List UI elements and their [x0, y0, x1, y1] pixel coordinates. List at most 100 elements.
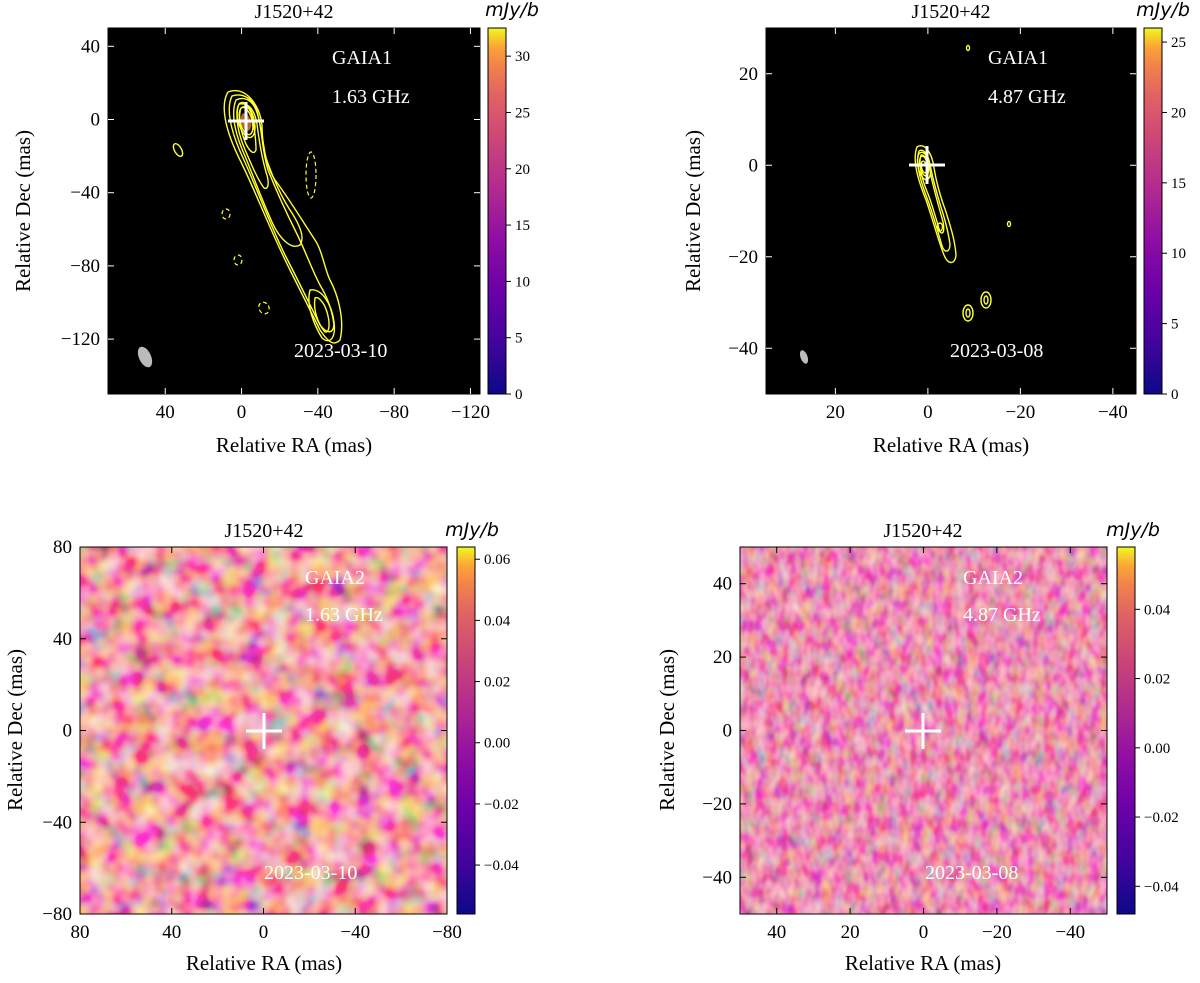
frequency-label: 4.87 GHz [988, 86, 1066, 108]
colorbar-tick-label: −0.04 [484, 858, 519, 874]
position-marker [909, 146, 945, 184]
contour-blob-1-inner [965, 308, 971, 318]
y-tick-label: −40 [70, 183, 100, 204]
x-axis-label: Relative RA (mas) [186, 951, 342, 975]
y-tick-label: 40 [53, 629, 72, 650]
contour-level-3 [233, 97, 303, 247]
source-label: GAIA1 [332, 47, 392, 69]
colorbar-gradient [1116, 546, 1136, 915]
date-label: 2023-03-10 [294, 340, 387, 362]
x-tick-label: −80 [432, 922, 462, 943]
y-axis-label: Relative Dec (mas) [11, 130, 35, 292]
y-tick-label: 20 [713, 647, 732, 668]
x-axis-label: Relative RA (mas) [845, 951, 1001, 975]
x-axis: 80 40 0 −40 −80 [71, 547, 462, 943]
beam-ellipse [799, 350, 809, 364]
colorbar-gradient [487, 27, 507, 395]
y-tick-label: −20 [728, 247, 758, 268]
panel-title: J1520+42 [254, 1, 333, 23]
colorbar: −0.04 −0.02 0.00 0.02 0.04 [1116, 546, 1179, 915]
x-tick-label: −40 [303, 402, 333, 423]
colorbar-tick-label: 10 [515, 274, 530, 290]
y-axis-label: Relative Dec (mas) [655, 649, 679, 811]
colorbar-unit-label: mJy/b [1106, 519, 1160, 541]
contour-knot [936, 222, 944, 232]
source-label: GAIA1 [988, 47, 1048, 69]
y-tick-label: −40 [728, 338, 758, 359]
source-label: GAIA2 [963, 567, 1023, 589]
colorbar-tick-label: 5 [515, 331, 523, 347]
colorbar-tick-label: 20 [515, 162, 530, 178]
frequency-label: 1.63 GHz [332, 86, 410, 108]
panel-title: J1520+42 [911, 1, 990, 23]
colorbar-tick-label: −0.02 [1144, 810, 1179, 826]
panel-title: J1520+42 [224, 520, 303, 542]
y-axis-label: Relative Dec (mas) [681, 130, 705, 292]
colorbar-unit-label: mJy/b [485, 0, 539, 21]
colorbar-tick-label: 20 [1171, 105, 1186, 121]
x-tick-label: 40 [767, 922, 786, 943]
colorbar-unit-label: mJy/b [1136, 0, 1190, 21]
y-tick-label: 40 [81, 36, 100, 57]
x-tick-label: −120 [451, 402, 490, 423]
colorbar: 0 5 10 15 20 25 30 [487, 27, 530, 403]
contour-south-blob [308, 289, 336, 342]
colorbar-tick-label: 30 [515, 49, 530, 65]
x-tick-label: 20 [841, 922, 860, 943]
y-tick-label: 80 [53, 537, 72, 558]
y-tick-label: −80 [70, 256, 100, 277]
y-tick-label: 0 [91, 110, 101, 131]
negative-contour-2 [221, 208, 231, 220]
colorbar-tick-label: 0.06 [484, 552, 511, 568]
y-tick-label: 0 [749, 155, 759, 176]
colorbar-tick-label: 15 [515, 218, 530, 234]
position-marker [246, 713, 282, 749]
x-tick-label: −40 [1098, 402, 1128, 423]
colorbar-gradient [456, 546, 476, 915]
colorbar-gradient [1143, 27, 1163, 395]
x-axis: 40 0 −40 −80 −120 [156, 28, 490, 423]
colorbar-tick-label: 0.04 [484, 613, 511, 629]
y-tick-label: −120 [61, 329, 100, 350]
colorbar-tick-label: 25 [515, 105, 530, 121]
colorbar-tick-label: 0 [1171, 387, 1179, 403]
date-label: 2023-03-08 [925, 862, 1018, 884]
panel-title: J1520+42 [883, 520, 962, 542]
contour-map [137, 89, 343, 368]
colorbar-tick-label: 0 [515, 387, 523, 403]
y-tick-label: 40 [713, 574, 732, 595]
colorbar-tick-label: 0.02 [1144, 672, 1170, 688]
y-axis: 40 20 0 −20 −40 [702, 574, 1107, 888]
y-tick-label: −40 [702, 867, 732, 888]
y-axis-label: Relative Dec (mas) [3, 649, 27, 811]
axes-frame [107, 27, 481, 395]
x-tick-label: 0 [919, 922, 929, 943]
x-tick-label: 20 [826, 402, 845, 423]
y-tick-label: −20 [702, 794, 732, 815]
x-tick-label: −40 [1055, 922, 1085, 943]
x-tick-label: 80 [71, 922, 90, 943]
x-tick-label: 40 [156, 402, 175, 423]
x-tick-label: −80 [379, 402, 409, 423]
y-tick-label: −40 [42, 812, 72, 833]
colorbar-tick-label: −0.02 [484, 797, 519, 813]
beam-ellipse [137, 346, 153, 368]
colorbar-tick-label: 0.04 [1144, 602, 1171, 618]
y-axis: 20 0 −20 −40 [728, 64, 1136, 359]
negative-contour-4 [258, 301, 270, 315]
date-label: 2023-03-08 [950, 340, 1043, 362]
panel-1: J1520+42 [11, 0, 539, 457]
x-tick-label: −20 [1006, 402, 1036, 423]
image-background [766, 28, 1136, 394]
date-label: 2023-03-10 [264, 862, 357, 884]
y-axis: 80 40 0 −40 −80 [42, 537, 447, 925]
contour-blob-2 [980, 291, 992, 309]
y-tick-label: −80 [42, 904, 72, 925]
colorbar-tick-label: 0.00 [1144, 741, 1170, 757]
x-tick-label: 0 [237, 402, 247, 423]
x-tick-label: −20 [982, 922, 1012, 943]
contour-south-blob-2 [313, 296, 330, 333]
panel-2: J1520+42 GAIA1 [681, 0, 1190, 457]
x-axis-label: Relative RA (mas) [873, 433, 1029, 457]
